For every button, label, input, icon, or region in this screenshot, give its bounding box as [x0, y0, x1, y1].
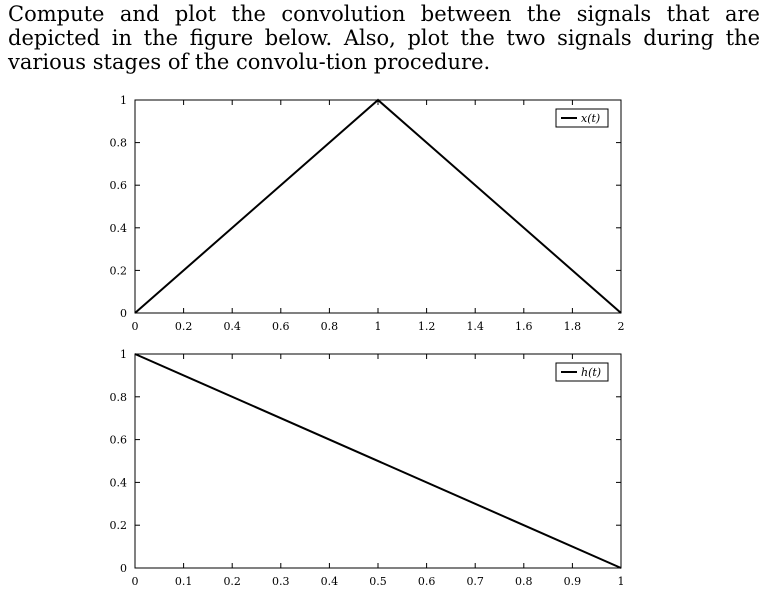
y-tick-label: 0.6	[110, 434, 128, 447]
legend: x(t)	[555, 108, 609, 128]
x-tick-label: 0.2	[175, 320, 193, 333]
x-tick-label: 0.6	[418, 575, 436, 588]
plot-frame	[134, 99, 622, 314]
x-tick-label: 0.2	[223, 575, 241, 588]
x-tick-label: 1	[375, 320, 382, 333]
y-tick-label: 0	[120, 307, 127, 320]
y-tick-label: 0.6	[110, 179, 128, 192]
x-tick-label: 1.8	[564, 320, 582, 333]
series-line-h(t)	[134, 353, 622, 569]
y-tick-label: 1	[120, 348, 127, 361]
plot-1: 0 0.2 0.4 0.6 0.8 1 1.2 1.4 1.6 1.8 2 0 0.2 0.4 0.6 0.8…	[110, 94, 625, 333]
x-tick-label: 1.6	[515, 320, 533, 333]
x-tick-label: 1.4	[466, 320, 484, 333]
legend-box	[555, 108, 609, 128]
x-tick-label: 0.1	[175, 575, 193, 588]
legend-label: h(t)	[581, 366, 601, 379]
legend-box	[555, 362, 609, 382]
x-tick-label: 0.9	[564, 575, 582, 588]
y-tick-label: 1	[120, 94, 127, 107]
x-tick-label: 0.7	[466, 575, 484, 588]
y-tick-label: 0	[120, 562, 127, 575]
x-tick-label: 0.4	[223, 320, 241, 333]
x-tick-label: 0	[132, 320, 139, 333]
legend-label: x(t)	[581, 112, 600, 125]
x-tick-label: 0	[132, 575, 139, 588]
x-tick-label: 1	[618, 575, 625, 588]
y-tick-label: 0.4	[110, 222, 128, 235]
y-tick-label: 0.2	[110, 264, 128, 277]
y-tick-label: 0.8	[110, 391, 128, 404]
y-tick-label: 0.4	[110, 476, 128, 489]
series-line-x(t)	[134, 98, 622, 314]
legend: h(t)	[555, 362, 609, 382]
problem-statement: Compute and plot the convolution between…	[8, 2, 760, 74]
y-tick-label: 0.8	[110, 137, 128, 150]
x-tick-label: 0.3	[272, 575, 290, 588]
x-tick-label: 0.5	[369, 575, 387, 588]
x-tick-label: 1.2	[418, 320, 436, 333]
x-tick-label: 0.8	[515, 575, 533, 588]
x-tick-label: 2	[618, 320, 625, 333]
plot-2: 0 0.1 0.2 0.3 0.4 0.5 0.6 0.7 0.8 0.9 1 0 0.2 0.4 0.6 0…	[110, 348, 625, 588]
y-tick-label: 0.2	[110, 519, 128, 532]
x-tick-label: 0.8	[321, 320, 339, 333]
x-tick-label: 0.6	[272, 320, 290, 333]
x-tick-label: 0.4	[321, 575, 339, 588]
